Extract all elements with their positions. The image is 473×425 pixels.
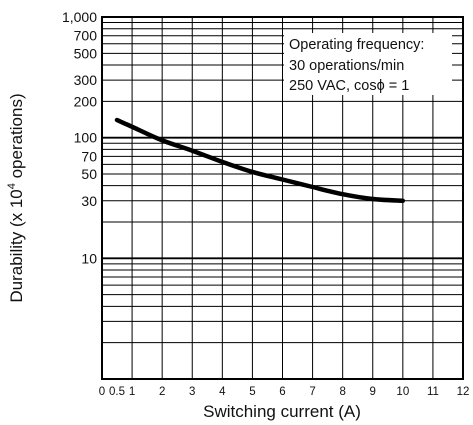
x-tick-label: 0	[99, 386, 105, 398]
y-tick-label: 100	[74, 130, 98, 146]
y-axis-label-prefix: Durability (x 10	[7, 189, 26, 302]
y-tick-label: 500	[74, 45, 98, 61]
y-tick-label: 70	[81, 148, 97, 164]
x-tick-label: 1	[129, 386, 135, 398]
x-tick-label: 10	[396, 386, 409, 398]
note-line-1: Operating frequency:	[289, 37, 424, 53]
durability-curve	[114, 117, 406, 204]
y-tick-label: 200	[74, 93, 98, 109]
y-tick-label: 300	[74, 72, 98, 88]
x-tick-labels: 0 0.5 1 2 3 4 5 6 7 8 9 10 11 12	[99, 386, 470, 398]
y-axis-label: Durability (x 104 operations)	[6, 93, 26, 302]
y-tick-label: 1,000	[62, 9, 97, 25]
note-background	[284, 33, 452, 95]
operating-conditions-note: Operating frequency: 30 operations/min 2…	[284, 33, 452, 95]
x-tick-label: 8	[339, 386, 345, 398]
note-line-3: 250 VAC, cosϕ = 1	[289, 78, 409, 94]
x-tick-label: 4	[219, 386, 226, 398]
x-tick-label: 0.5	[109, 386, 125, 398]
x-tick-label: 11	[427, 386, 439, 398]
x-tick-label: 9	[370, 386, 376, 398]
x-axis-label: Switching current (A)	[203, 402, 361, 421]
y-tick-label: 50	[81, 166, 97, 182]
y-axis-label-suffix: operations)	[7, 93, 26, 183]
y-tick-label: 30	[81, 193, 97, 209]
x-tick-label: 6	[279, 386, 285, 398]
y-tick-label: 10	[81, 250, 97, 266]
x-tick-label: 7	[309, 386, 315, 398]
plot-frame	[101, 16, 464, 380]
x-tick-label: 5	[249, 386, 255, 398]
x-tick-label: 2	[159, 386, 165, 398]
y-tick-label: 700	[74, 28, 98, 44]
x-tick-label: 12	[457, 386, 470, 398]
y-axis-label-exponent: 4	[6, 183, 18, 189]
x-tick-label: 3	[189, 386, 195, 398]
note-line-2: 30 operations/min	[289, 58, 404, 74]
